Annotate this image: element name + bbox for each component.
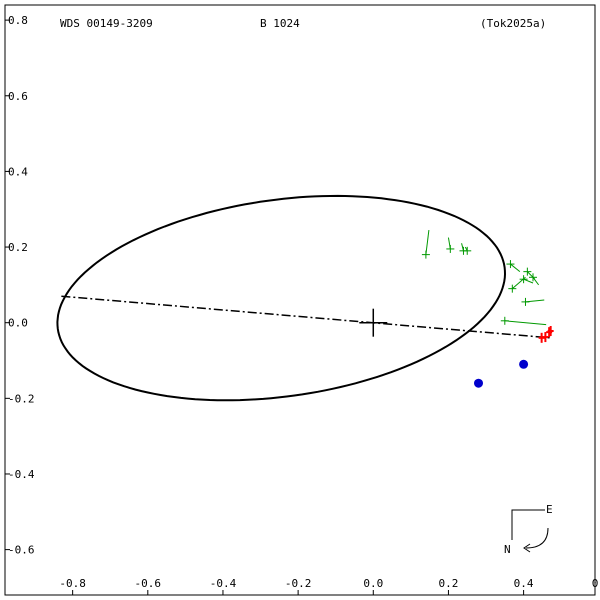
observation-residual: [532, 277, 540, 286]
compass-axes: [511, 509, 545, 540]
y-tick-label: 0.0: [8, 317, 28, 330]
y-tick-label: 0.6: [8, 90, 28, 103]
line-of-nodes: [61, 295, 550, 339]
x-tick-label: 0.2: [439, 577, 459, 590]
y-tick-label: 0.8: [8, 14, 28, 27]
recent-measures: [538, 326, 554, 343]
header-reference: (Tok2025a): [480, 17, 546, 30]
y-tick-label: -0.6: [8, 544, 35, 557]
header-wds-id: WDS 00149-3209: [60, 17, 153, 30]
predicted-position-dot: [474, 378, 484, 388]
predicted-position-dot: [519, 359, 529, 369]
compass-arrowhead: [523, 543, 531, 553]
x-tick-label: -0.8: [59, 577, 86, 590]
x-ticks: -0.8 -0.6 -0.4 -0.2 0.0 0.2 0.4 0: [59, 577, 598, 595]
header-discoverer: B 1024: [260, 17, 300, 30]
primary-star-marker: [359, 308, 388, 337]
y-tick-label: 0.2: [8, 241, 28, 254]
y-tick-label: -0.2: [8, 392, 35, 405]
y-ticks: 0.8 0.6 0.4 0.2 0.0 -0.2 -0.4 -0.6: [5, 14, 35, 557]
x-tick-label: -0.6: [135, 577, 162, 590]
compass-north-label: N: [504, 543, 511, 556]
x-tick-label: -0.2: [285, 577, 312, 590]
observation-residual: [425, 229, 430, 255]
compass-arrow: [525, 527, 549, 549]
observations: [421, 229, 547, 326]
compass-east-label: E: [546, 503, 553, 516]
x-tick-label: 0.4: [514, 577, 534, 590]
x-tick-label: -0.4: [210, 577, 237, 590]
y-tick-label: -0.4: [8, 468, 35, 481]
observation-residual: [504, 320, 547, 326]
y-tick-label: 0.4: [8, 165, 28, 178]
compass: E N: [504, 503, 553, 556]
observation-residual: [523, 278, 534, 284]
plot-frame: [4, 4, 596, 596]
orbit-ellipse: [56, 194, 507, 402]
x-tick-label: 0: [592, 577, 599, 590]
observation-residual: [510, 263, 521, 273]
predicted-positions: [474, 359, 529, 388]
x-tick-label: 0.0: [363, 577, 383, 590]
